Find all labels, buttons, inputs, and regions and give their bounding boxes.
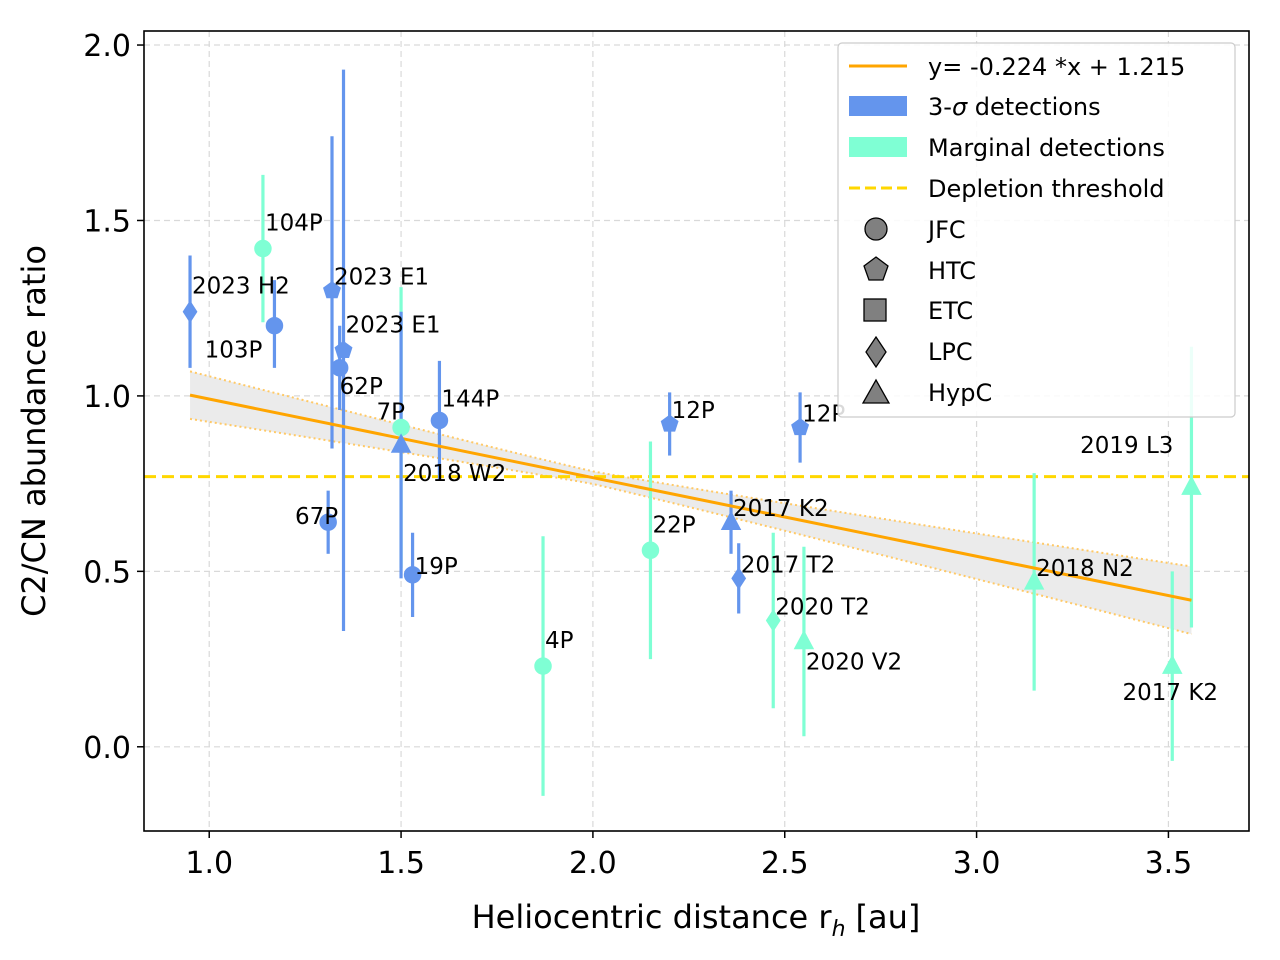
data-point-jfc xyxy=(319,513,337,531)
x-axis-title-unit: [au] xyxy=(856,898,921,936)
x-tick-label: 1.0 xyxy=(185,846,233,881)
data-point-label: 2023 E1 xyxy=(334,265,429,291)
data-point-htc xyxy=(334,340,353,358)
legend-etc-label: ETC xyxy=(928,297,973,325)
data-point-lpc xyxy=(182,300,198,324)
confidence-band-upper xyxy=(189,370,1192,568)
x-axis: 1.0 1.5 2.0 2.5 3.0 3.5 xyxy=(185,831,1192,881)
legend-hypc-label: HypC xyxy=(928,379,992,407)
y-tick-label: 1.0 xyxy=(83,380,131,415)
data-point-label: 22P xyxy=(652,512,695,538)
legend-etc-icon xyxy=(863,298,887,322)
data-point-label: 12P xyxy=(672,398,715,424)
data-point-htc xyxy=(323,281,341,299)
data-point-label: 7P xyxy=(377,399,406,425)
legend-htc-label: HTC xyxy=(928,257,976,285)
data-point-label: 2017 T2 xyxy=(741,552,836,578)
data-point-label: 2020 T2 xyxy=(775,594,870,620)
legend-frame xyxy=(837,42,1236,418)
data-point-label: 2018 N2 xyxy=(1036,556,1134,582)
data-point-label: 2017 K2 xyxy=(1122,680,1218,706)
data-point-jfc xyxy=(403,566,422,584)
legend-lpc-icon xyxy=(865,335,887,369)
legend-detections-sigma: σ xyxy=(952,93,968,121)
data-point-label: 4P xyxy=(545,628,574,654)
data-point-lpc xyxy=(731,566,747,590)
data-point-hypc xyxy=(1023,570,1045,590)
data-point-jfc xyxy=(430,411,449,430)
legend-detections-suffix: detections xyxy=(967,93,1100,121)
data-point-label: 2020 V2 xyxy=(806,650,902,676)
data-point-label: 2018 W2 xyxy=(403,461,506,487)
data-point-hypc xyxy=(720,510,742,530)
legend-marginal-swatch xyxy=(849,137,907,157)
legend-hypc-icon xyxy=(861,378,891,404)
data-point-label: 104P xyxy=(265,211,323,237)
legend-htc-icon xyxy=(863,256,889,281)
data-markers xyxy=(182,239,1202,675)
x-axis-title: Heliocentric distance rh [au] xyxy=(472,898,921,942)
data-point-jfc xyxy=(265,316,284,335)
legend: y= -0.224 *x + 1.215 3-σ detections Marg… xyxy=(837,42,1236,418)
x-tick-label: 3.0 xyxy=(953,846,1001,881)
legend-jfc-label: JFC xyxy=(926,216,966,244)
legend-detections-prefix: 3- xyxy=(928,93,952,121)
fit-line-group xyxy=(189,393,1192,602)
data-point-htc xyxy=(791,418,810,436)
data-point-label: 2023 H2 xyxy=(192,274,290,300)
legend-fit-label: y= -0.224 *x + 1.215 xyxy=(928,53,1185,81)
data-point-label: 19P xyxy=(415,554,458,580)
plot-frame xyxy=(143,30,1250,832)
y-axis-title: C2/CN abundance ratio xyxy=(15,245,53,617)
data-point-lpc xyxy=(765,609,781,632)
legend-jfc-icon xyxy=(864,217,888,241)
data-point-jfc xyxy=(254,239,272,258)
data-point-jfc xyxy=(330,359,349,377)
legend-threshold-label: Depletion threshold xyxy=(928,175,1165,203)
legend-detections-label: 3-σ detections xyxy=(928,93,1101,121)
point-labels: 2023 H2 104P 103P 2023 E1 2023 E1 62P 67P 7P 201… xyxy=(192,211,1218,707)
data-point-label: 103P xyxy=(205,338,263,364)
data-point-jfc xyxy=(534,657,552,675)
data-point-htc xyxy=(660,414,679,432)
x-tick-label: 2.0 xyxy=(569,846,617,881)
x-tick-label: 1.5 xyxy=(377,846,425,881)
data-point-label: 144P xyxy=(441,386,499,412)
data-point-hypc xyxy=(1181,475,1202,495)
data-point-label: 2019 L3 xyxy=(1080,433,1173,459)
x-tick-label: 2.5 xyxy=(761,846,809,881)
data-point-hypc xyxy=(1162,654,1183,674)
confidence-band-lower xyxy=(189,417,1192,636)
data-point-label: 2017 K2 xyxy=(733,496,829,522)
y-tick-label: 0.0 xyxy=(83,731,131,766)
x-axis-title-main: Heliocentric distance r xyxy=(472,898,833,936)
x-tick-label: 3.5 xyxy=(1145,846,1193,881)
data-point-hypc xyxy=(793,629,815,650)
y-axis: 0.0 0.5 1.0 1.5 2.0 xyxy=(83,29,144,766)
x-axis-title-sub: h xyxy=(832,917,846,942)
y-tick-label: 0.5 xyxy=(83,555,131,590)
data-point-hypc xyxy=(390,433,412,453)
data-point-jfc xyxy=(641,541,660,560)
legend-detections-swatch xyxy=(849,96,907,116)
y-tick-label: 2.0 xyxy=(83,29,131,64)
data-point-label: 2023 E1 xyxy=(346,312,441,338)
y-tick-label: 1.5 xyxy=(83,204,131,239)
data-point-label: 62P xyxy=(340,374,383,400)
legend-marginal-label: Marginal detections xyxy=(928,134,1165,162)
legend-lpc-label: LPC xyxy=(928,338,973,366)
data-point-label: 67P xyxy=(295,504,338,530)
fit-line xyxy=(189,393,1192,602)
